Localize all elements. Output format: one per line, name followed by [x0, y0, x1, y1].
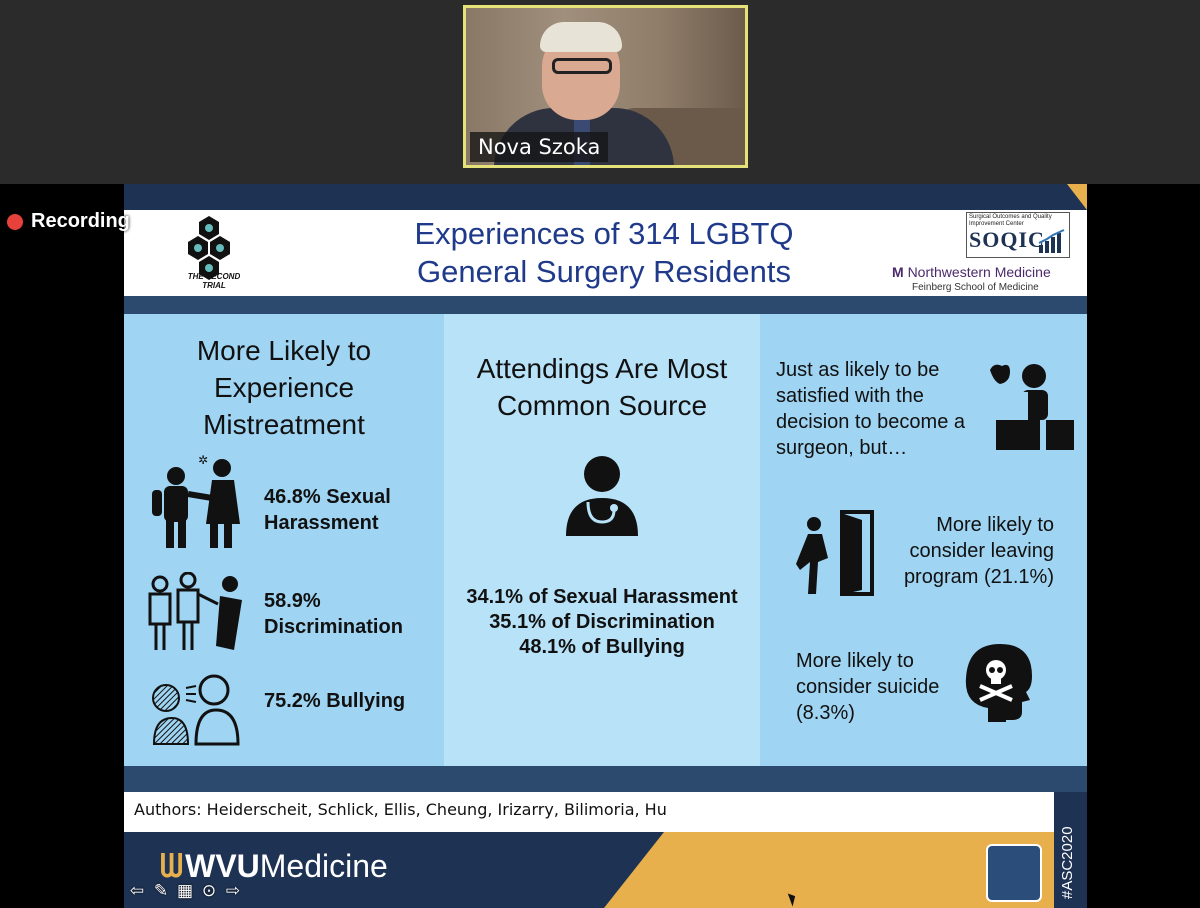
slide-grid-icon[interactable]: ▦: [176, 881, 194, 900]
recording-dot-icon: [7, 213, 23, 230]
recording-indicator[interactable]: Recording: [7, 210, 130, 233]
slide-bottom-bar: [124, 766, 1087, 792]
panel2-title: Attendings Are Most Common Source: [476, 353, 728, 421]
outcome-satisfied: Just as likely to be satisfied with the …: [776, 359, 966, 459]
second-trial-logo-text: THE SECOND TRIAL: [187, 272, 241, 290]
conference-tag: #ASC2020: [1059, 826, 1076, 899]
second-trial-logo-icon: [188, 216, 230, 280]
participant-video-tile[interactable]: Nova Szoka: [463, 5, 748, 168]
slide-title-line2: General Surgery Residents: [417, 254, 791, 289]
participant-glasses: [552, 58, 612, 74]
soqic-name: SOQIC: [969, 227, 1045, 252]
slide-panels: More Likely to Experience Mistreatment ✲…: [124, 314, 1087, 766]
soqic-small-text: Surgical Outcomes and Quality Improvemen…: [969, 214, 1052, 227]
wvu-brand-bold: WVU: [185, 848, 260, 884]
discrimination-icon: [148, 572, 242, 650]
stat-bullying: 75.2% Bullying: [264, 690, 406, 712]
stat-sexual-harassment: 46.8% Sexual Harassment: [264, 486, 391, 534]
authors-band: [124, 792, 1054, 832]
doctor-icon: [566, 456, 638, 536]
previous-slide-icon[interactable]: ⇦: [129, 881, 145, 900]
wvu-brand-text: Medicine: [259, 848, 388, 884]
authors-line: Authors: Heiderscheit, Schlick, Ellis, C…: [134, 800, 667, 819]
surgeon-icon: [990, 364, 1074, 450]
soqic-chart-icon: [1038, 229, 1065, 253]
wvu-medicine-logo: ᗯWVUMedicine: [160, 848, 388, 886]
wvu-flying-wv-icon: ᗯ: [160, 848, 184, 884]
source-discrimination: 35.1% of Discrimination: [489, 611, 715, 633]
outcome-suicide: More likely to consider suicide (8.3%): [796, 650, 940, 724]
panel-source: Attendings Are Most Common Source 34.1% …: [444, 314, 760, 766]
slide-nav-controls: ⇦ ✎ ▦ ⊙ ⇨: [126, 880, 244, 902]
northwestern-medicine-logo: M Northwestern Medicine: [892, 264, 1051, 280]
conference-strip: [1054, 792, 1087, 908]
participant-hair: [540, 22, 622, 52]
source-sexual-harassment: 34.1% of Sexual Harassment: [466, 586, 738, 608]
soqic-logo: Surgical Outcomes and Quality Improvemen…: [966, 212, 1070, 258]
participant-name: Nova Szoka: [470, 132, 609, 162]
slide-title-line1: Experiences of 314 LGBTQ: [414, 216, 794, 251]
door-exit-icon: [796, 510, 874, 596]
bullying-icon: [152, 674, 240, 746]
skull-head-icon: [965, 644, 1032, 722]
recording-label: Recording: [31, 210, 130, 232]
pen-tool-icon[interactable]: ✎: [153, 881, 169, 900]
next-slide-icon[interactable]: ⇨: [225, 881, 241, 900]
slide-header-bar: [124, 296, 1087, 314]
panel-outcomes: Just as likely to be satisfied with the …: [760, 314, 1087, 766]
feinberg-school-text: Feinberg School of Medicine: [912, 282, 1039, 293]
asc-badge-icon: [986, 844, 1042, 902]
panel1-title: More Likely to Experience Mistreatment: [196, 335, 372, 440]
stat-discrimination: 58.9% Discrimination: [264, 590, 403, 638]
source-bullying: 48.1% of Bullying: [519, 636, 685, 658]
slide-header: [124, 210, 1087, 296]
footer-gold-wedge: [604, 832, 664, 908]
panel-mistreatment: More Likely to Experience Mistreatment ✲…: [124, 314, 444, 766]
shared-slide: THE SECOND TRIAL Experiences of 314 LGBT…: [124, 184, 1087, 908]
more-options-icon[interactable]: ⊙: [201, 881, 217, 900]
nm-brand-text: Northwestern Medicine: [907, 264, 1051, 280]
slide-top-bar: [124, 184, 1087, 210]
svg-text:✲: ✲: [198, 454, 208, 467]
harassment-icon: ✲: [152, 454, 240, 548]
outcome-leaving: More likely to consider leaving program …: [903, 514, 1054, 588]
slide-top-corner: [1067, 184, 1087, 210]
